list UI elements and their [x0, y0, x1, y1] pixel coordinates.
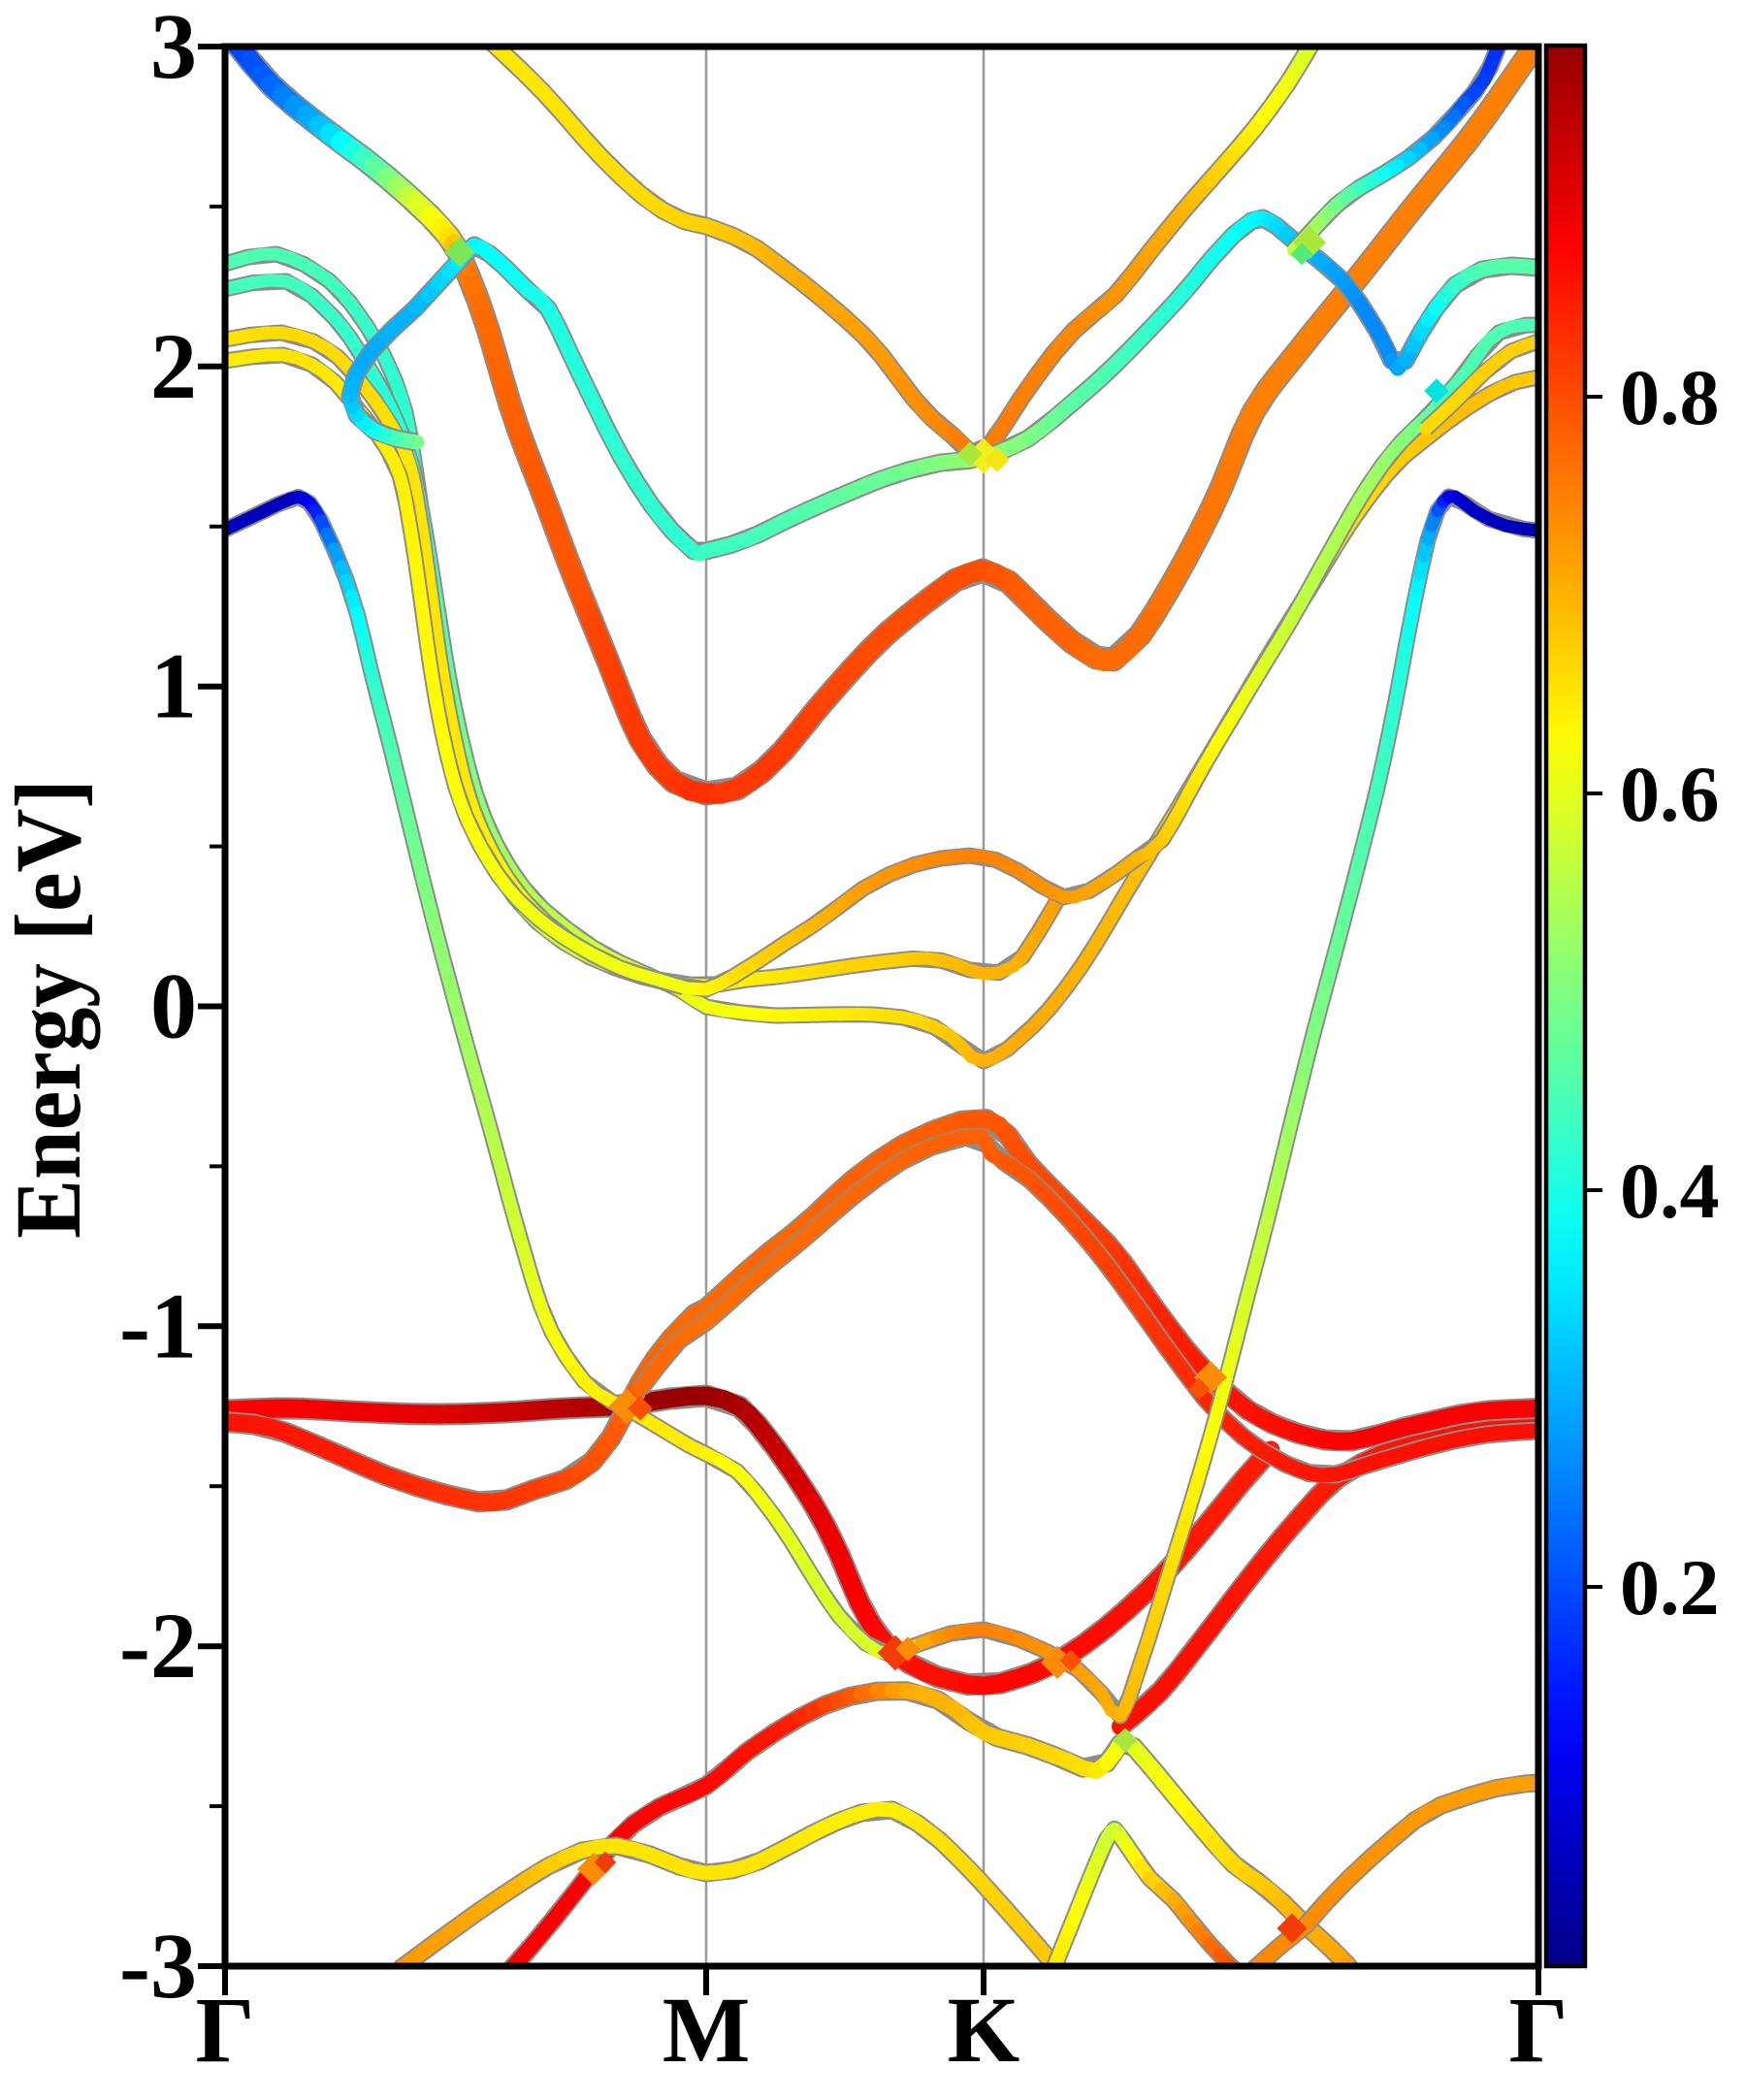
svg-text:0.6: 0.6 [1620, 750, 1720, 838]
svg-text:K: K [948, 1978, 1020, 2082]
svg-text:0.8: 0.8 [1620, 353, 1720, 441]
svg-text:0.2: 0.2 [1620, 1543, 1720, 1632]
svg-text:M: M [663, 1978, 751, 2082]
svg-text:0.4: 0.4 [1620, 1147, 1720, 1235]
svg-text:1: 1 [150, 634, 197, 738]
svg-text:-2: -2 [119, 1594, 197, 1697]
svg-text:Γ: Γ [195, 1978, 254, 2082]
svg-text:0: 0 [150, 954, 197, 1058]
svg-text:3: 3 [150, 0, 197, 98]
svg-text:Energy [eV]: Energy [eV] [0, 779, 101, 1239]
svg-text:-1: -1 [119, 1274, 197, 1377]
svg-text:2: 2 [150, 314, 197, 418]
svg-text:Γ: Γ [1508, 1978, 1568, 2082]
svg-text:-3: -3 [119, 1914, 197, 2018]
